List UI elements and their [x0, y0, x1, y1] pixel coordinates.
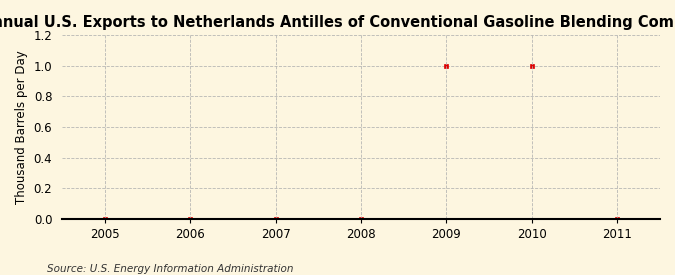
- Title: Annual U.S. Exports to Netherlands Antilles of Conventional Gasoline Blending Co: Annual U.S. Exports to Netherlands Antil…: [0, 15, 675, 30]
- Text: Source: U.S. Energy Information Administration: Source: U.S. Energy Information Administ…: [47, 264, 294, 274]
- Y-axis label: Thousand Barrels per Day: Thousand Barrels per Day: [15, 50, 28, 204]
